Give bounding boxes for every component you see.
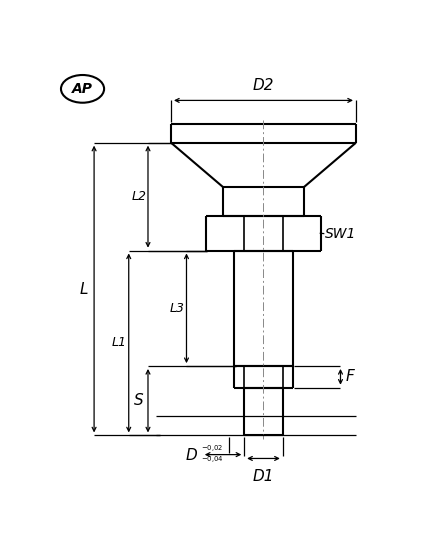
Text: L3: L3 <box>170 302 185 315</box>
Text: $_{-0{,}04}$: $_{-0{,}04}$ <box>201 454 224 465</box>
Text: S: S <box>134 393 143 408</box>
Text: F: F <box>345 369 354 384</box>
Text: L2: L2 <box>131 190 146 203</box>
Text: $^{-0{,}02}$: $^{-0{,}02}$ <box>201 445 223 455</box>
Text: L: L <box>80 282 89 296</box>
Text: AP: AP <box>72 82 93 96</box>
Text: D1: D1 <box>253 469 274 484</box>
Text: SW1: SW1 <box>325 227 357 241</box>
Text: D2: D2 <box>253 78 274 93</box>
Text: $D$: $D$ <box>185 447 198 463</box>
Text: L1: L1 <box>112 336 127 350</box>
